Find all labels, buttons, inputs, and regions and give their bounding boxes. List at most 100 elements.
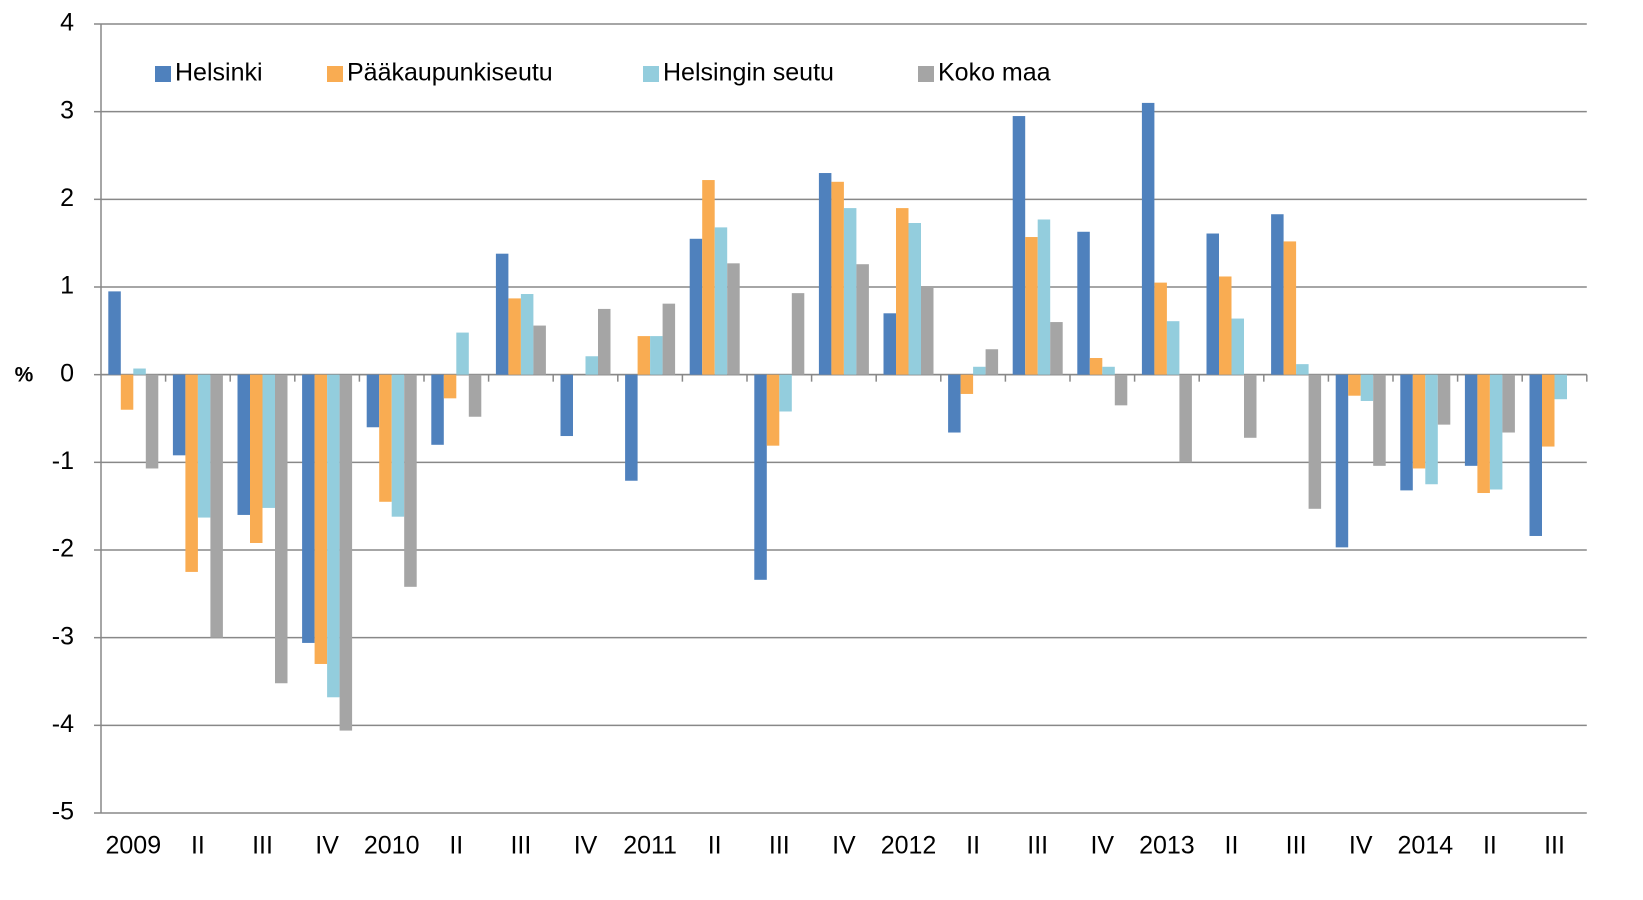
legend-swatch	[327, 66, 343, 82]
bar	[379, 374, 392, 502]
bar	[495, 253, 509, 375]
bar	[1166, 321, 1180, 375]
y-tick-label: -3	[52, 622, 74, 650]
y-tick-label: 4	[60, 9, 74, 37]
x-tick-label: 2010	[364, 832, 420, 860]
bar	[1400, 374, 1413, 491]
x-tick-label: 2009	[105, 832, 161, 860]
x-tick-label: III	[769, 832, 790, 860]
bar	[1206, 233, 1219, 375]
x-tick-label: II	[191, 832, 205, 860]
bar	[1348, 374, 1361, 396]
y-tick-label: 0	[60, 359, 74, 387]
bar	[791, 293, 805, 375]
bar	[391, 374, 405, 517]
bar	[327, 374, 340, 698]
bar	[1412, 374, 1426, 469]
bar	[921, 287, 934, 375]
y-tick-label: -5	[52, 798, 74, 826]
bar	[520, 294, 534, 375]
bar	[985, 349, 999, 375]
bar	[197, 374, 211, 518]
x-tick-label: IV	[1349, 832, 1373, 860]
bar	[960, 374, 974, 394]
x-tick-label: III	[1544, 832, 1565, 860]
bar	[145, 374, 159, 469]
bar	[404, 374, 417, 587]
bar	[1283, 241, 1297, 375]
y-tick-label: -1	[52, 447, 74, 475]
y-tick-label: -2	[52, 535, 74, 563]
bar	[856, 264, 869, 375]
bar	[598, 308, 611, 375]
bar	[754, 374, 767, 580]
bar	[1373, 374, 1386, 466]
bar	[1037, 219, 1051, 375]
bar	[275, 374, 288, 684]
x-tick-label: III	[1027, 832, 1048, 860]
x-tick-label: 2012	[881, 832, 937, 860]
bar	[714, 227, 728, 375]
x-tick-label: IV	[574, 832, 598, 860]
bar	[1464, 374, 1478, 466]
bar	[883, 313, 896, 375]
bar	[625, 374, 638, 481]
bar	[650, 336, 663, 375]
x-tick-label: II	[966, 832, 980, 860]
bar	[1179, 374, 1192, 463]
x-tick-label: IV	[832, 832, 856, 860]
y-axis-label: %	[15, 364, 34, 387]
bar	[843, 208, 857, 375]
bar	[1542, 374, 1555, 447]
bar	[908, 223, 921, 375]
bar	[1437, 374, 1451, 425]
bar	[585, 356, 598, 375]
bar	[108, 291, 121, 375]
bar	[456, 332, 469, 375]
x-tick-label: IV	[1090, 832, 1114, 860]
bar	[689, 238, 703, 375]
bar	[431, 374, 444, 445]
legend-swatch	[918, 66, 934, 82]
bar	[1102, 366, 1115, 375]
y-tick-label: 1	[60, 272, 74, 300]
bar	[1308, 374, 1322, 509]
x-tick-label: 2011	[623, 832, 677, 860]
x-tick-label: II	[708, 832, 722, 860]
bar	[766, 374, 780, 446]
bar	[262, 374, 275, 508]
bar	[1296, 364, 1309, 375]
bar	[1502, 374, 1515, 433]
x-tick-label: IV	[315, 832, 339, 860]
y-tick-label: 3	[60, 96, 74, 124]
x-tick-label: 2013	[1139, 832, 1195, 860]
bar	[1154, 282, 1167, 375]
bar	[185, 374, 198, 572]
bar	[250, 374, 263, 543]
bar	[1489, 374, 1503, 490]
legend-swatch	[155, 66, 171, 82]
bar	[779, 374, 792, 412]
bar	[339, 374, 353, 731]
bar	[120, 374, 134, 410]
bar	[443, 374, 457, 399]
bar	[973, 366, 986, 375]
bar	[948, 374, 961, 433]
y-tick-label: -4	[52, 710, 74, 738]
legend-label: Pääkaupunkiseutu	[347, 59, 553, 87]
bar	[468, 374, 482, 417]
legend-swatch	[643, 66, 659, 82]
bar	[818, 173, 832, 375]
bar	[237, 374, 250, 515]
bar	[366, 374, 380, 428]
bar	[1077, 231, 1090, 375]
bar	[560, 374, 573, 437]
bar	[662, 303, 676, 375]
bar	[1012, 116, 1026, 375]
bar	[1219, 276, 1232, 375]
bar	[1025, 237, 1038, 375]
bar	[637, 336, 651, 375]
bar	[831, 181, 844, 375]
x-tick-label: III	[510, 832, 531, 860]
